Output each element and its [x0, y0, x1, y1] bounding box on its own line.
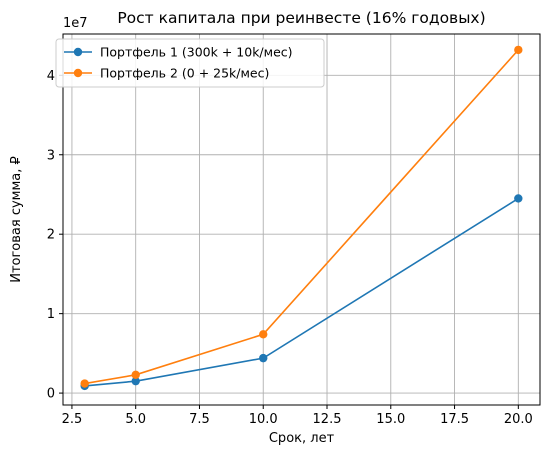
x-tick-label: 12.5 [313, 412, 342, 427]
series-1-point [514, 194, 523, 203]
chart-title: Рост капитала при реинвесте (16% годовых… [117, 9, 485, 27]
x-axis-label: Срок, лет [269, 431, 335, 446]
legend-swatch-marker [73, 47, 83, 57]
legend: Портфель 1 (300k + 10k/мес) Портфель 2 (0… [55, 38, 325, 88]
series-lines [80, 45, 523, 391]
plot-frame [62, 33, 541, 406]
x-tick-label: 7.5 [189, 412, 210, 427]
ticks: 2.5 5.0 7.5 10.0 12.5 15.0 17.5 20.0 0 1 2 3 4 [47, 69, 533, 427]
series-1-point [259, 353, 268, 363]
series-2-point [80, 379, 89, 388]
x-tick-label: 17.5 [440, 412, 469, 427]
legend-swatch-marker [73, 68, 83, 78]
y-tick-label: 3 [47, 148, 55, 163]
legend-label: Портфель 2 (0 + 25k/мес) [100, 66, 269, 81]
x-tick-label: 2.5 [62, 412, 83, 427]
y-tick-label: 0 [47, 387, 55, 402]
series-1-point [131, 376, 140, 386]
series-2-point [514, 45, 523, 55]
y-tick-label: 2 [47, 228, 55, 243]
x-tick-label: 15.0 [376, 412, 405, 427]
y-tick-label: 4 [47, 69, 55, 84]
series-2-point [259, 330, 268, 339]
y-tick-label: 1 [47, 307, 55, 322]
y-axis-label: Итоговая сумма, ₽ [9, 156, 24, 283]
x-tick-label: 10.0 [249, 412, 278, 427]
series-2-point [131, 370, 140, 380]
series-1-line [84, 197, 519, 387]
legend-box [55, 38, 325, 88]
x-tick-label: 20.0 [504, 412, 533, 427]
series-2-line [84, 49, 519, 385]
y-offset-text: 1e7 [63, 16, 88, 31]
x-tick-label: 5.0 [125, 412, 146, 427]
legend-label: Портфель 1 (300k + 10k/мес) [100, 45, 293, 60]
